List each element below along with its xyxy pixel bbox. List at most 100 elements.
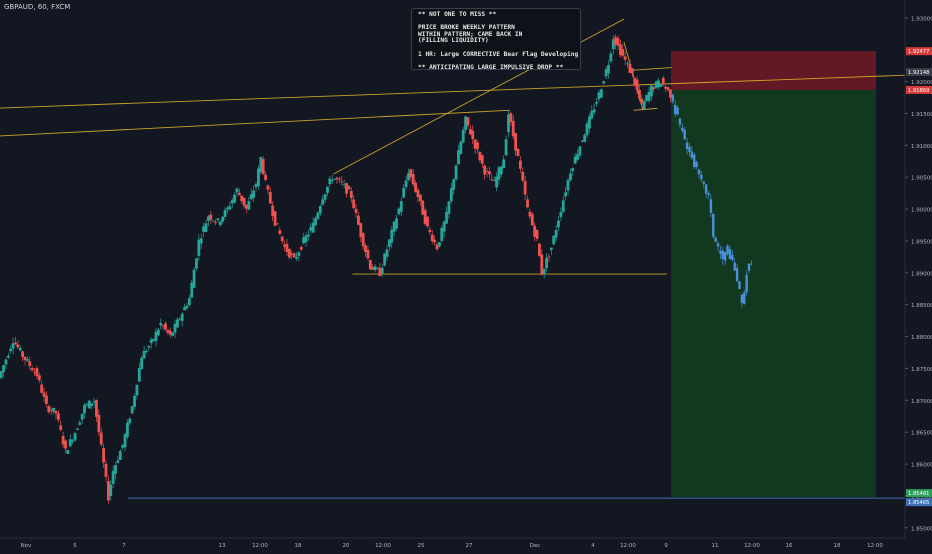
candle-body <box>302 237 306 244</box>
candle-body <box>404 180 408 188</box>
candle-body <box>452 179 456 190</box>
candle-body <box>669 89 672 98</box>
candle-body <box>535 229 539 239</box>
candle-body <box>235 188 239 193</box>
candle-body <box>261 159 265 174</box>
candle-body <box>23 356 27 361</box>
annotation-box[interactable]: ** NOT ONE TO MISS ** PRICE BROKE WEEKLY… <box>411 8 581 70</box>
candle-body <box>161 325 165 327</box>
price-tick-label: 1.86000 <box>911 463 932 469</box>
candle-body <box>135 384 139 396</box>
symbol-title: GBPAUD, 60, FXCM <box>4 3 71 11</box>
candle-body <box>35 368 39 377</box>
candle-body <box>178 318 182 320</box>
candle-body <box>190 282 194 298</box>
price-badge-support <box>906 498 932 507</box>
candle-body <box>285 243 289 253</box>
candle-body <box>195 258 198 269</box>
candle-body <box>445 211 448 224</box>
candle-body <box>649 85 653 97</box>
candle-body <box>568 173 572 181</box>
price-tick-label: 1.89000 <box>911 271 932 277</box>
candle-body <box>526 199 529 208</box>
candle-body <box>176 319 179 328</box>
candle-body <box>478 152 482 161</box>
candle-body <box>42 392 46 397</box>
candle-body <box>335 177 339 180</box>
candle-body <box>557 220 560 228</box>
time-tick-label: 12:00 <box>375 543 391 549</box>
candle-body <box>509 113 513 122</box>
candle-body <box>264 174 267 180</box>
candle-body <box>83 404 86 414</box>
candle-body <box>373 266 377 271</box>
time-tick-label: 27 <box>466 543 473 549</box>
price-tick-label: 1.86500 <box>911 431 932 437</box>
candle-body <box>642 101 646 110</box>
candle-body <box>276 223 279 225</box>
candle-body <box>80 413 84 420</box>
candle-body <box>323 194 327 200</box>
candle-body <box>376 268 379 270</box>
candle-body <box>580 140 584 142</box>
candle-body <box>71 440 75 442</box>
time-tick-label: 12:00 <box>744 543 760 549</box>
candle-body <box>214 222 217 223</box>
time-tick-label: 12:00 <box>252 543 268 549</box>
candle-body <box>116 460 120 463</box>
candle-body <box>545 257 548 269</box>
price-tick-label: 1.90500 <box>911 176 932 182</box>
candle-body <box>528 211 532 217</box>
candle-body <box>321 199 325 205</box>
time-tick-label: 20 <box>343 543 350 549</box>
candle-body <box>633 78 637 86</box>
candle-body <box>133 395 136 407</box>
candle-body <box>109 484 113 497</box>
candle-body <box>530 214 534 226</box>
candle-body <box>292 253 296 258</box>
time-tick-label: 13 <box>219 543 226 549</box>
candle-body <box>464 116 467 130</box>
candle-body <box>454 165 458 180</box>
candle-body <box>328 178 332 185</box>
candle-body <box>266 185 270 190</box>
candle-body <box>623 56 627 60</box>
candle-body <box>523 181 527 195</box>
candle-body <box>542 268 546 275</box>
candle-body <box>521 171 525 181</box>
candle-body <box>485 171 489 172</box>
candle-body <box>237 192 241 196</box>
projection-body <box>707 192 710 195</box>
candle-body <box>149 339 153 344</box>
candle-body <box>316 212 320 219</box>
candle-body <box>468 128 472 135</box>
candle-body <box>168 330 172 335</box>
candle-body <box>142 350 146 359</box>
candle-body <box>273 211 277 226</box>
candle-body <box>430 234 434 242</box>
candle-body <box>457 150 460 165</box>
projection-body <box>726 245 729 255</box>
candle-body <box>390 229 394 243</box>
time-tick-label: 7 <box>122 543 126 549</box>
candle-body <box>514 133 518 151</box>
candle-body <box>621 49 625 56</box>
candle-body <box>59 425 63 430</box>
candle-body <box>630 68 634 74</box>
candle-body <box>164 323 167 330</box>
candle-body <box>497 167 501 180</box>
candle-body <box>654 81 658 88</box>
candle-body <box>635 79 639 90</box>
candle-body <box>66 450 70 454</box>
candle-body <box>552 235 556 245</box>
candle-body <box>326 186 329 193</box>
candle-body <box>330 179 334 181</box>
candle-body <box>397 208 401 215</box>
candle-body <box>268 192 272 204</box>
candle-body <box>538 243 541 257</box>
time-tick-label: 4 <box>591 543 595 549</box>
candle-body <box>435 244 439 250</box>
candle-body <box>145 351 148 353</box>
